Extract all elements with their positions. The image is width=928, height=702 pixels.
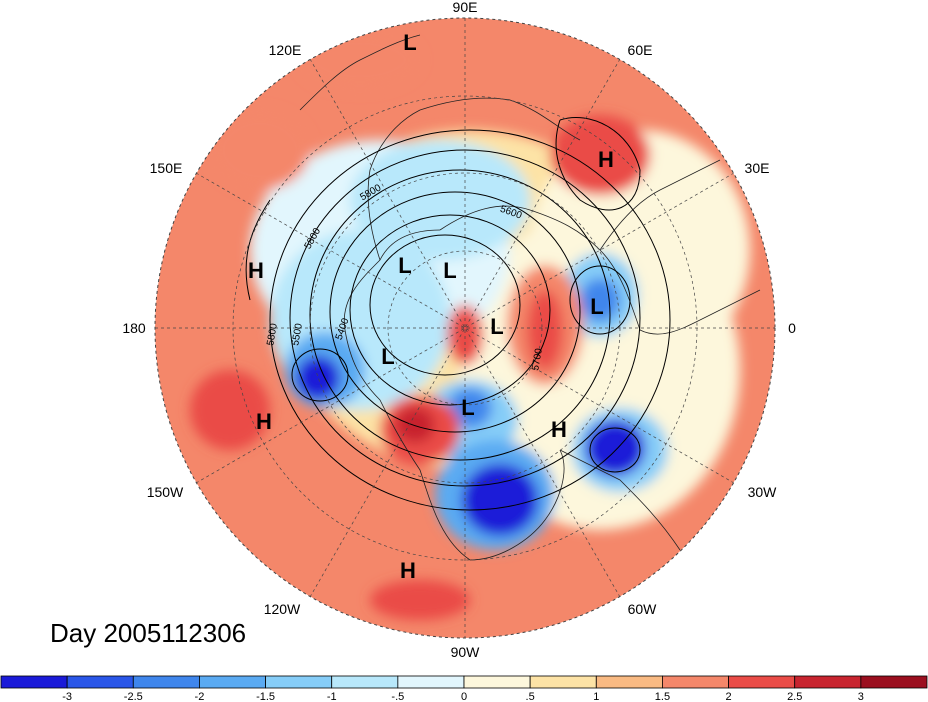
coastlines [299, 34, 761, 561]
colorbar: -3 -2.5 -2 -1.5 -1 -.5 0 .5 1 1.5 2 2.5 3 [0, 675, 928, 702]
lon-label-30w: 30W [748, 484, 778, 500]
colorbar-swatch [331, 675, 399, 689]
pressure-system-label: H [400, 558, 416, 583]
lon-label-120w: 120W [264, 601, 301, 617]
colorbar-swatch [265, 675, 333, 689]
pressure-system-label: L [381, 344, 394, 369]
colorbar-swatch [0, 675, 68, 689]
colorbar-tick-label: 2 [726, 691, 732, 702]
colorbar-swatch [595, 675, 663, 689]
lon-label-0: 0 [788, 320, 796, 336]
colorbar-tick-label: .5 [526, 691, 535, 702]
lon-label-30e: 30E [745, 160, 770, 176]
colorbar-tick-label: 2.5 [787, 691, 802, 702]
colorbar-tick-label: 0 [461, 691, 467, 702]
lon-label-60e: 60E [628, 42, 653, 58]
lon-label-90w: 90W [451, 644, 481, 660]
lon-label-120e: 120E [269, 42, 302, 58]
contour-label: 5500 [290, 322, 305, 346]
colorbar-swatch [728, 675, 796, 689]
colorbar-tick-label: -3 [62, 691, 72, 702]
pressure-system-label: L [403, 30, 416, 55]
lon-label-60w: 60W [628, 601, 658, 617]
colorbar-swatch [199, 675, 266, 689]
pressure-system-label: L [398, 253, 411, 278]
anomaly-field [155, 18, 775, 638]
colorbar-swatch [397, 675, 465, 689]
colorbar-swatch [794, 675, 862, 689]
colorbar-swatch [529, 675, 597, 689]
map-title: Day 2005112306 [50, 618, 247, 648]
map-boundary [154, 17, 776, 639]
lon-label-150w: 150W [147, 484, 184, 500]
colorbar-swatch [463, 675, 531, 689]
pressure-system-label: H [248, 258, 264, 283]
graticule [155, 18, 775, 638]
lon-label-180: 180 [122, 320, 146, 336]
colorbar-tick-label: 1.5 [655, 691, 670, 702]
colorbar-tick-label: -.5 [391, 691, 404, 702]
pressure-system-label: H [256, 409, 272, 434]
pressure-system-label: L [490, 314, 503, 339]
lon-label-90e: 90E [453, 0, 478, 15]
colorbar-swatch [662, 675, 729, 689]
lon-label-150e: 150E [150, 160, 183, 176]
pressure-system-label: L [443, 258, 456, 283]
height-contours [245, 116, 671, 511]
pressure-system-label: L [590, 294, 603, 319]
colorbar-tick-label: -1.5 [256, 691, 275, 702]
contour-label: 5700 [530, 347, 545, 371]
colorbar-tick-label: -1 [327, 691, 337, 702]
pressure-system-label: H [598, 147, 614, 172]
colorbar-tick-label: 1 [593, 691, 599, 702]
colorbar-tick-label: 3 [858, 691, 864, 702]
colorbar-swatch [860, 675, 928, 689]
pressure-system-label: H [551, 417, 567, 442]
colorbar-swatch [132, 675, 200, 689]
contour-label: 5800 [265, 322, 280, 346]
colorbar-tick-label: -2.5 [124, 691, 143, 702]
pressure-system-label: L [461, 395, 474, 420]
colorbar-swatch [66, 675, 134, 689]
colorbar-tick-label: -2 [195, 691, 205, 702]
